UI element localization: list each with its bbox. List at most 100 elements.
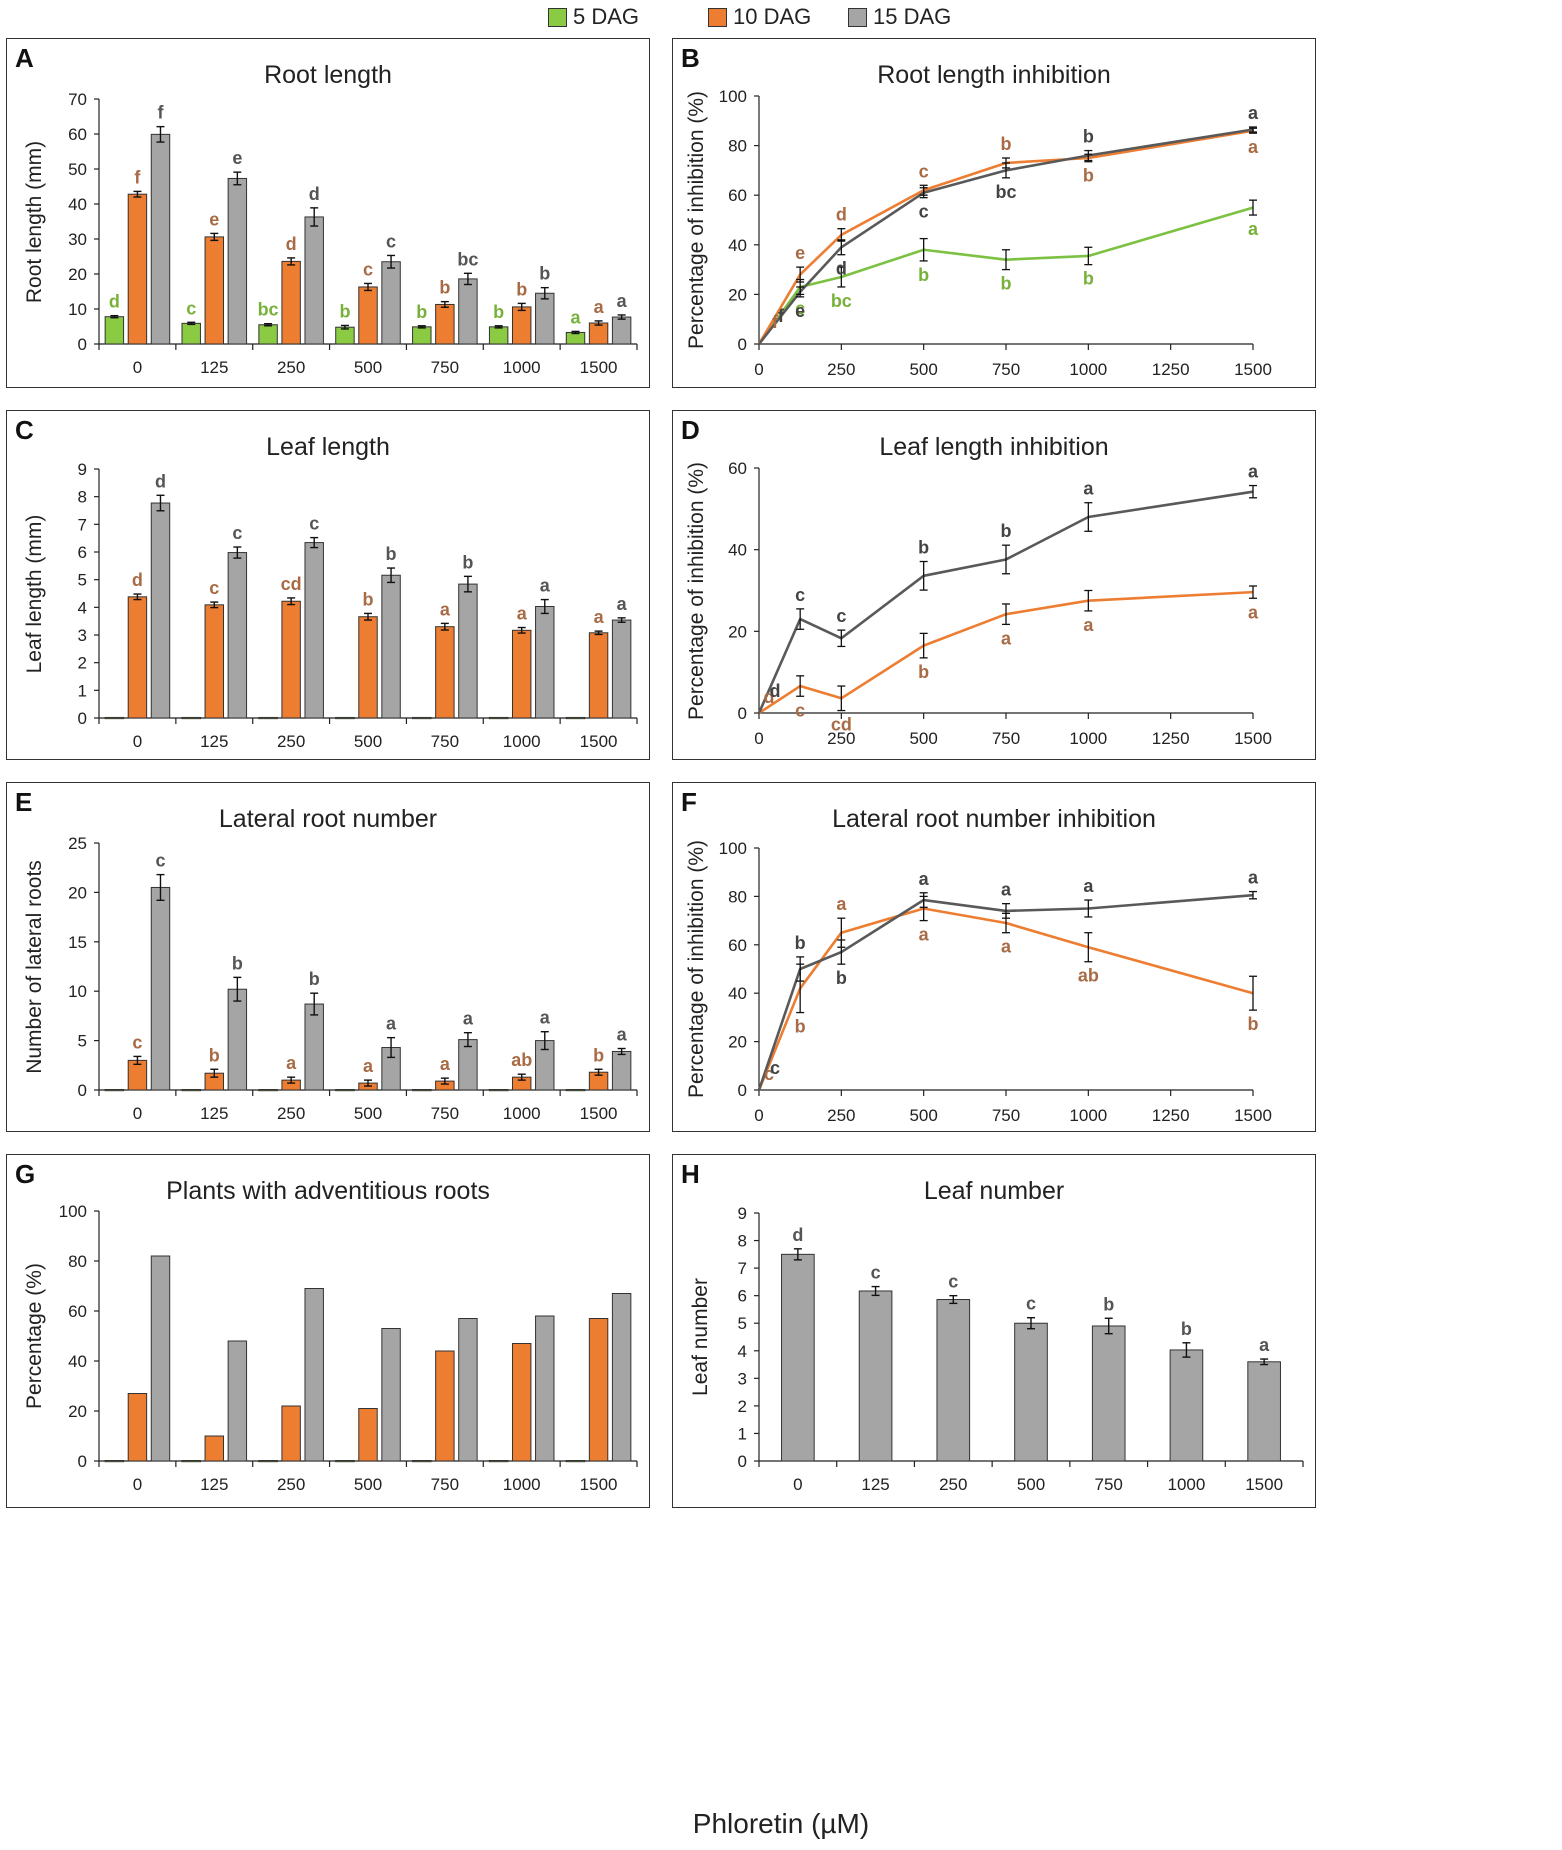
significance-letter: b — [539, 264, 550, 284]
significance-letter: c — [232, 523, 242, 543]
significance-letter: d — [836, 259, 847, 279]
significance-letter: c — [186, 298, 196, 318]
y-tick-label: 80 — [68, 1252, 87, 1271]
bar-10-dag — [127, 596, 148, 719]
y-tick-label: 100 — [719, 839, 747, 858]
significance-letter: cd — [831, 715, 852, 735]
bar-5-dag — [488, 326, 509, 345]
y-tick-label: 8 — [78, 488, 87, 507]
significance-letter: a — [517, 604, 528, 624]
significance-letter: b — [439, 278, 450, 298]
significance-letter: b — [232, 953, 243, 973]
significance-letter: b — [493, 302, 504, 322]
significance-letter: c — [871, 1263, 881, 1283]
x-tick-label: 1000 — [1168, 1475, 1206, 1494]
significance-letter: b — [1103, 1294, 1114, 1314]
chart-title: Root length — [264, 61, 392, 89]
y-tick-label: 60 — [728, 459, 747, 478]
bar-5-dag — [335, 1089, 355, 1092]
chart-title: Leaf length inhibition — [879, 433, 1109, 461]
chart-title: Root length inhibition — [877, 61, 1111, 89]
y-tick-label: 40 — [728, 236, 747, 255]
y-tick-label: 0 — [78, 709, 87, 728]
significance-letter: b — [309, 969, 320, 989]
y-tick-label: 0 — [78, 335, 87, 354]
significance-letter: b — [339, 301, 350, 321]
significance-letter: c — [919, 161, 929, 181]
significance-letter: d — [309, 184, 320, 204]
x-tick-label: 1000 — [1069, 360, 1107, 379]
significance-letter: b — [593, 1045, 604, 1065]
x-tick-label: 250 — [277, 358, 305, 377]
significance-letter: a — [1083, 479, 1094, 499]
significance-letter: ab — [511, 1050, 532, 1070]
significance-letter: b — [1083, 127, 1094, 147]
bar-5-dag — [488, 1460, 509, 1463]
y-tick-label: 20 — [68, 265, 87, 284]
significance-letter: d — [770, 681, 781, 701]
bar-10-dag — [204, 236, 225, 345]
bar-5-dag — [104, 1089, 125, 1092]
significance-letter: a — [1001, 880, 1012, 900]
plot-area: 05101520250cc125bb250ab500aa750aa1000aba… — [68, 834, 638, 1123]
panel-b: B Root length inhibition Percentage of inh… — [672, 38, 1316, 388]
significance-letter: a — [571, 307, 582, 327]
y-tick-label: 40 — [728, 541, 747, 560]
significance-letter: b — [918, 538, 929, 558]
significance-letter: a — [286, 1053, 297, 1073]
bar-15-dag — [611, 619, 632, 719]
bar-15-dag — [227, 552, 248, 719]
bar-15-dag — [150, 133, 171, 345]
bar-10-dag — [588, 1318, 609, 1462]
significance-letter: c — [795, 298, 805, 318]
significance-letter: a — [617, 594, 628, 614]
significance-letter: c — [919, 202, 929, 222]
y-tick-label: 40 — [68, 1352, 87, 1371]
x-tick-label: 250 — [827, 1106, 855, 1125]
bar-10-dag — [358, 1408, 378, 1462]
significance-letter: bc — [995, 182, 1016, 202]
panel-label: G — [15, 1159, 36, 1189]
bar-10-dag — [435, 626, 455, 719]
bar-5-dag — [565, 716, 586, 720]
bar-15-dag — [611, 1293, 632, 1462]
significance-letter: a — [836, 894, 847, 914]
significance-letter: a — [594, 607, 605, 627]
significance-letter: c — [209, 578, 219, 598]
bar-5-dag — [488, 1089, 509, 1092]
x-tick-label: 500 — [909, 360, 937, 379]
bar-5-dag — [412, 716, 432, 720]
bar-15-dag — [936, 1299, 971, 1462]
y-tick-label: 8 — [738, 1232, 747, 1251]
y-tick-label: 60 — [728, 936, 747, 955]
significance-letter: a — [617, 291, 628, 311]
x-tick-label: 1000 — [503, 358, 541, 377]
bar-15-dag — [304, 542, 324, 719]
chart-title: Leaf length — [266, 433, 390, 461]
significance-letter: c — [770, 1058, 780, 1078]
x-tick-label: 1250 — [1152, 360, 1190, 379]
significance-letter: a — [1259, 1335, 1270, 1355]
significance-letter: a — [594, 297, 605, 317]
x-tick-label: 1000 — [1069, 1106, 1107, 1125]
significance-letter: e — [795, 243, 805, 263]
bar-10-dag — [281, 260, 301, 345]
x-tick-label: 1500 — [580, 1475, 618, 1494]
y-tick-label: 6 — [738, 1287, 747, 1306]
y-tick-label: 80 — [728, 137, 747, 156]
x-tick-label: 250 — [277, 1104, 305, 1123]
significance-letter: bc — [831, 291, 852, 311]
plot-area: 01234567890dd125cc250cdc500bb750ab1000aa… — [78, 460, 638, 751]
bar-15-dag — [150, 502, 171, 719]
bar-5-dag — [181, 322, 201, 345]
significance-letter: a — [1248, 137, 1259, 157]
x-tick-label: 0 — [133, 1475, 142, 1494]
y-tick-label: 60 — [68, 125, 87, 144]
significance-letter: b — [416, 302, 427, 322]
significance-letter: c — [764, 1064, 774, 1084]
significance-letter: a — [1248, 602, 1259, 622]
y-tick-label: 10 — [68, 300, 87, 319]
significance-letter: c — [309, 514, 319, 534]
